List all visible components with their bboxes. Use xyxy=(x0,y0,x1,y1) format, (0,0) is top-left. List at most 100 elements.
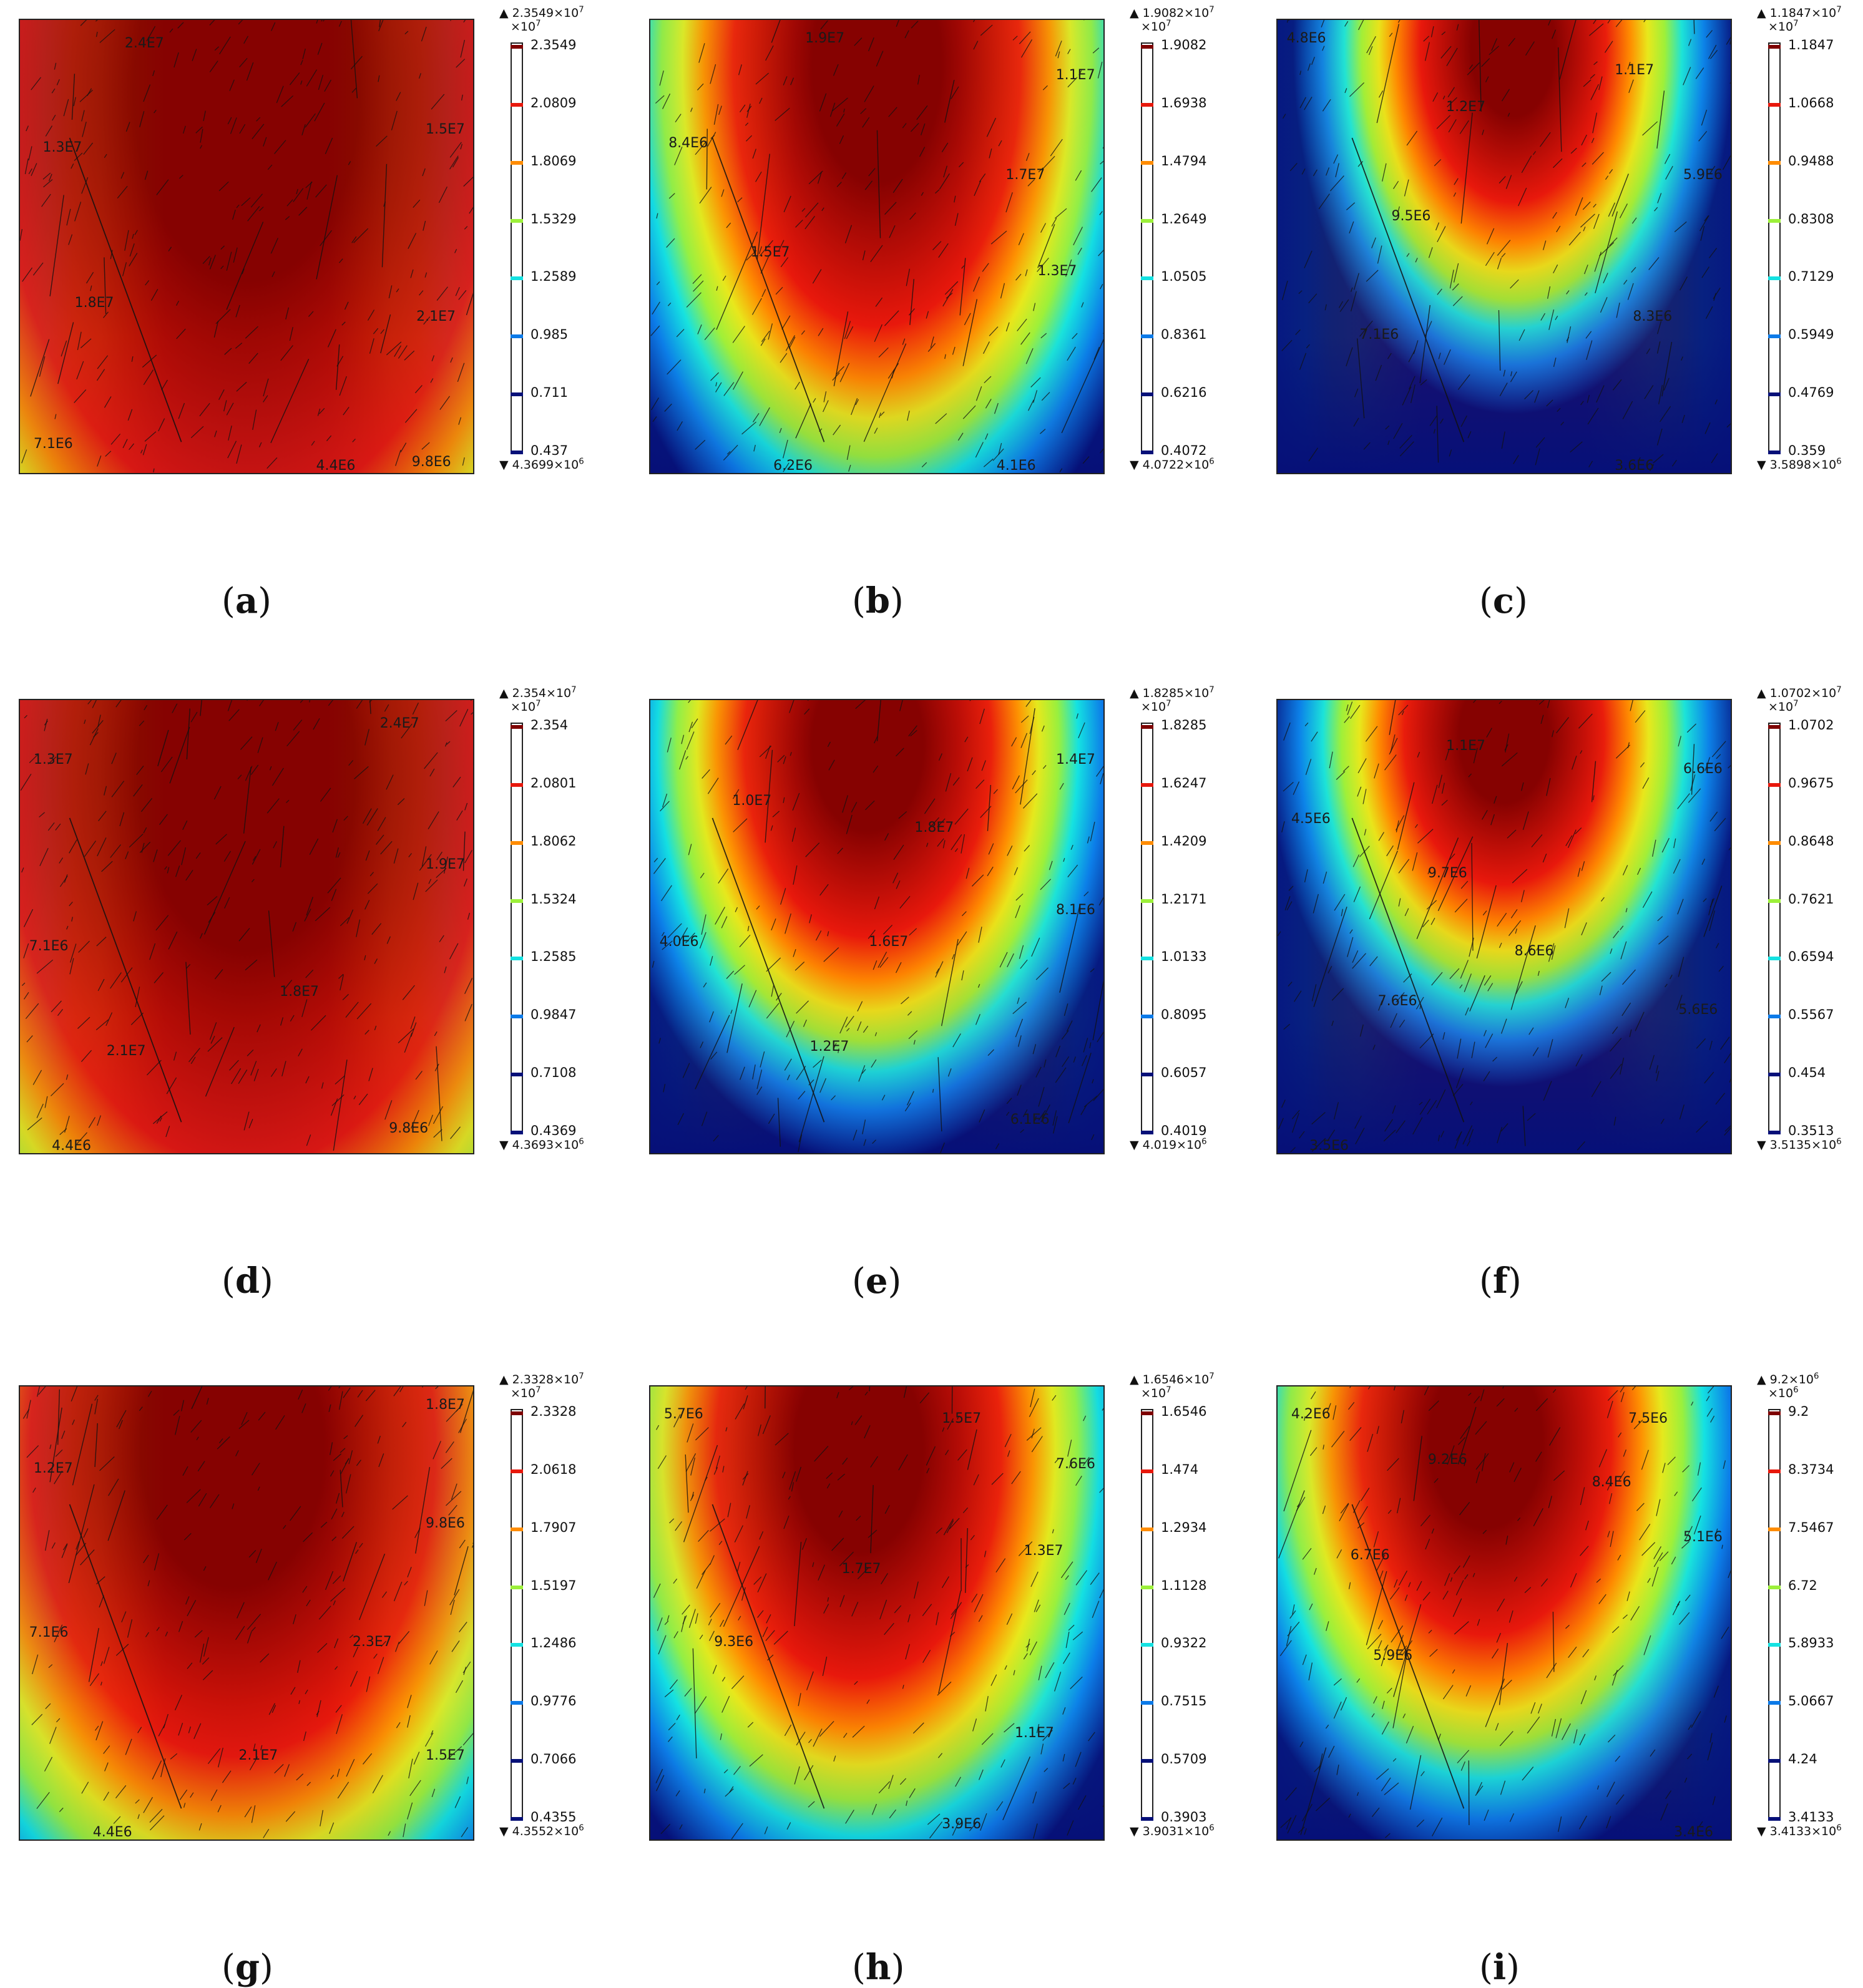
min-exponent: 6 xyxy=(579,457,584,467)
colorbar-tick-label: 8.3734 xyxy=(1788,1462,1834,1477)
colorbar-tick xyxy=(1768,725,1781,729)
colorbar-tick-label: 1.5324 xyxy=(531,892,576,907)
colorbar-max-label: ▲ 2.3549×107 xyxy=(499,6,584,20)
colorbar-tick xyxy=(1768,841,1781,845)
contour-label: 7.1E6 xyxy=(29,1625,69,1640)
contour-label: 6.7E6 xyxy=(1351,1547,1390,1563)
contour-label: 1.2E7 xyxy=(34,1461,73,1476)
min-value: 4.3699×10 xyxy=(512,458,579,472)
max-exponent: 7 xyxy=(1836,6,1841,15)
max-value: 1.0702×10 xyxy=(1770,686,1837,700)
colorbar-min-label: ▼ 3.5898×106 xyxy=(1757,458,1842,472)
colorbar-max-label: ▲ 1.1847×107 xyxy=(1757,6,1842,20)
contour-label: 1.5E7 xyxy=(942,1411,981,1426)
colorbar-max-label: ▲ 1.8285×107 xyxy=(1130,686,1215,700)
max-exponent: 7 xyxy=(1209,6,1214,15)
colorbar-tick xyxy=(1768,1528,1781,1531)
colorbar-tick xyxy=(511,783,523,787)
colorbar-multiplier: ×107 xyxy=(511,700,541,714)
colorbar-tick xyxy=(511,161,523,165)
colorbar-min-label: ▼ 3.9031×106 xyxy=(1130,1825,1215,1838)
contour-label: 8.6E6 xyxy=(1515,943,1554,959)
colorbar-tick-label: 0.8308 xyxy=(1788,212,1834,227)
colorbar-tick xyxy=(1141,392,1153,396)
max-exponent: 7 xyxy=(1209,1372,1214,1381)
colorbar-tick xyxy=(511,334,523,338)
contour-label: 4.4E6 xyxy=(52,1138,91,1154)
colorbar-tick-label: 2.3549 xyxy=(531,37,576,52)
colorbar-multiplier: ×107 xyxy=(1141,1386,1171,1400)
multiplier-base: ×10 xyxy=(1768,20,1793,34)
fracture-lines xyxy=(650,1386,1103,1839)
max-value: 1.8285×10 xyxy=(1143,686,1210,700)
colorbar-max-label: ▲ 9.2×106 xyxy=(1757,1373,1819,1386)
contour-label: 1.8E7 xyxy=(75,295,114,311)
colorbar-tick xyxy=(511,841,523,845)
contour-label: 1.5E7 xyxy=(751,245,790,260)
colorbar-max-label: ▲ 2.3328×107 xyxy=(499,1373,584,1386)
colorbar-tick-label: 5.0667 xyxy=(1788,1693,1834,1708)
colorbar-tick xyxy=(511,1131,523,1134)
colorbar-tick xyxy=(1141,1701,1153,1705)
contour-label: 1.8E7 xyxy=(914,820,954,836)
contour-label: 5.9E6 xyxy=(1683,167,1723,183)
colorbar-tick xyxy=(1141,1073,1153,1076)
contour-label: 3.5E6 xyxy=(1309,1138,1349,1154)
colorbar-tick xyxy=(1768,1759,1781,1763)
colorbar-tick xyxy=(1768,219,1781,223)
colorbar-tick xyxy=(1768,45,1781,49)
colorbar-tick xyxy=(511,1643,523,1647)
contour-label: 1.9E7 xyxy=(805,31,844,46)
colorbar-tick xyxy=(511,1817,523,1821)
contour-label: 5.9E6 xyxy=(1373,1648,1412,1664)
contour-label: 9.8E6 xyxy=(426,1516,465,1531)
min-value: 4.3693×10 xyxy=(512,1138,579,1152)
colorbar-tick-label: 0.4369 xyxy=(531,1123,576,1138)
contour-label: 2.1E7 xyxy=(107,1043,146,1059)
fracture-lines xyxy=(20,20,473,473)
colorbar-tick-label: 1.6938 xyxy=(1161,95,1206,110)
min-value: 3.5135×10 xyxy=(1770,1138,1837,1152)
multiplier-base: ×10 xyxy=(1141,1386,1166,1400)
fracture-lines xyxy=(650,700,1103,1153)
colorbar-max-label: ▲ 1.6546×107 xyxy=(1130,1373,1215,1386)
colorbar-tick-label: 1.5197 xyxy=(531,1578,576,1593)
caption-letter: g xyxy=(235,1947,260,1988)
colorbar-tick xyxy=(1768,276,1781,280)
contour-label: 9.5E6 xyxy=(1392,208,1431,224)
colorbar-tick xyxy=(1141,1586,1153,1589)
min-exponent: 6 xyxy=(1836,1138,1841,1147)
panel-caption-c: (c) xyxy=(1479,580,1528,621)
colorbar-tick-label: 4.24 xyxy=(1788,1752,1817,1766)
contour-label: 7.1E6 xyxy=(1359,327,1399,343)
multiplier-exponent: 7 xyxy=(1793,699,1798,709)
colorbar-tick xyxy=(1768,451,1781,454)
colorbar-tick-label: 0.9488 xyxy=(1788,153,1834,168)
colorbar-tick-label: 1.2171 xyxy=(1161,892,1206,907)
contour-label: 4.1E6 xyxy=(997,458,1036,474)
colorbar-tick xyxy=(1141,841,1153,845)
caption-letter: h xyxy=(866,1947,891,1988)
colorbar-min-label: ▼ 3.5135×106 xyxy=(1757,1138,1842,1152)
colorbar-tick xyxy=(511,1469,523,1473)
colorbar-tick xyxy=(511,1073,523,1076)
colorbar-tick xyxy=(511,451,523,454)
contour-label: 3.4E6 xyxy=(1674,1825,1713,1840)
max-exponent: 7 xyxy=(571,686,576,695)
colorbar-tick-label: 5.8933 xyxy=(1788,1635,1834,1650)
colorbar-tick xyxy=(1141,1817,1153,1821)
colorbar-tick-label: 0.7621 xyxy=(1788,892,1834,907)
colorbar-tick-label: 2.0618 xyxy=(531,1462,576,1477)
colorbar-tick-label: 0.437 xyxy=(531,443,568,458)
colorbar-tick-label: 0.4019 xyxy=(1161,1123,1206,1138)
contour-label: 1.9E7 xyxy=(426,857,465,872)
colorbar-tick-label: 1.8069 xyxy=(531,153,576,168)
colorbar-tick xyxy=(1141,1469,1153,1473)
min-value: 4.3552×10 xyxy=(512,1825,579,1838)
fracture-lines xyxy=(1278,700,1731,1153)
multiplier-base: ×10 xyxy=(511,20,535,34)
colorbar-tick-label: 1.4209 xyxy=(1161,834,1206,849)
